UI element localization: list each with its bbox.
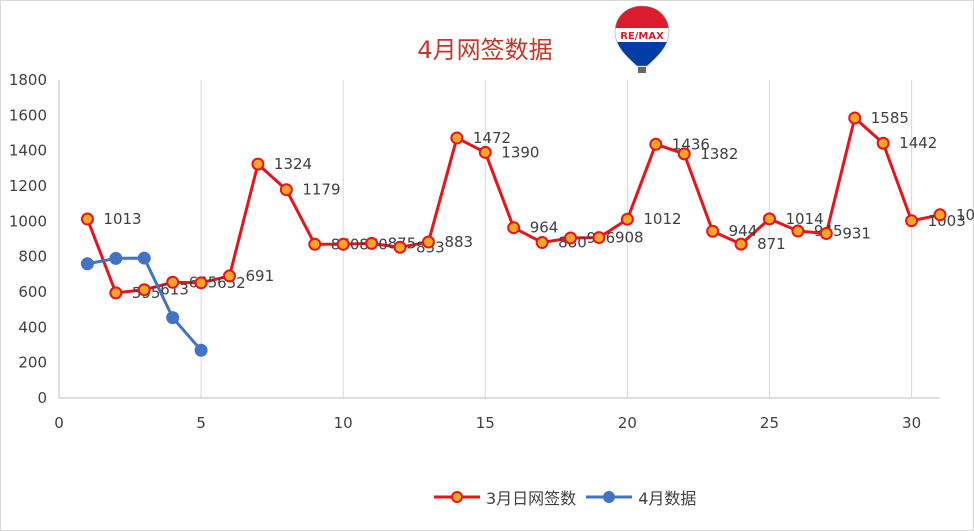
data-label: 1472 bbox=[473, 129, 511, 147]
data-label: 944 bbox=[729, 222, 758, 240]
legend-item-april: 4月数据 bbox=[584, 485, 696, 509]
x-tick-label: 25 bbox=[760, 414, 779, 432]
y-tick-label: 400 bbox=[18, 318, 47, 336]
data-point bbox=[905, 214, 919, 228]
data-point bbox=[393, 240, 407, 254]
data-label: 1382 bbox=[700, 145, 738, 163]
data-point bbox=[848, 111, 862, 125]
y-tick-label: 1400 bbox=[9, 142, 47, 160]
data-point bbox=[762, 212, 776, 226]
legend-label-march: 3月日网签数 bbox=[486, 489, 577, 508]
data-point bbox=[819, 227, 833, 241]
x-tick-label: 20 bbox=[618, 414, 637, 432]
data-point bbox=[734, 237, 748, 251]
data-point bbox=[308, 237, 322, 251]
data-point bbox=[706, 224, 720, 238]
data-label: 1390 bbox=[501, 143, 539, 161]
data-label: 964 bbox=[530, 219, 559, 237]
remax-balloon-logo: RE/MAX bbox=[614, 5, 670, 73]
data-point bbox=[194, 276, 208, 290]
data-point bbox=[677, 147, 691, 161]
data-point bbox=[507, 221, 521, 235]
data-point bbox=[421, 235, 435, 249]
chart-legend: 3月日网签数 4月数据 bbox=[432, 486, 704, 508]
data-point bbox=[166, 311, 180, 325]
data-point bbox=[137, 283, 151, 297]
data-point bbox=[137, 251, 151, 265]
data-label: 691 bbox=[246, 267, 275, 285]
data-point bbox=[109, 286, 123, 300]
data-label: 1179 bbox=[302, 181, 340, 199]
data-point bbox=[194, 343, 208, 357]
data-point bbox=[279, 183, 293, 197]
y-tick-label: 1000 bbox=[9, 212, 47, 230]
data-label: 871 bbox=[757, 235, 786, 253]
y-tick-label: 200 bbox=[18, 354, 47, 372]
data-point bbox=[365, 236, 379, 250]
series-line-1 bbox=[87, 256, 203, 352]
data-point bbox=[649, 137, 663, 151]
chart-title: 4月网签数据 bbox=[417, 36, 553, 64]
x-tick-label: 0 bbox=[54, 414, 64, 432]
data-label: 931 bbox=[842, 225, 871, 243]
data-point bbox=[478, 145, 492, 159]
data-label: 1037 bbox=[956, 206, 974, 224]
y-tick-label: 600 bbox=[18, 283, 47, 301]
data-point bbox=[450, 131, 464, 145]
x-tick-label: 15 bbox=[476, 414, 495, 432]
legend-swatch-april bbox=[586, 491, 633, 503]
data-point bbox=[80, 257, 94, 271]
data-point bbox=[592, 231, 606, 245]
x-tick-label: 5 bbox=[196, 414, 206, 432]
data-point bbox=[336, 237, 350, 251]
data-label: 1442 bbox=[899, 134, 937, 152]
data-point bbox=[251, 157, 265, 171]
legend-item-march: 3月日网签数 bbox=[432, 485, 576, 509]
y-tick-label: 1600 bbox=[9, 106, 47, 124]
data-point bbox=[933, 208, 947, 222]
data-point bbox=[80, 212, 94, 226]
data-point bbox=[564, 231, 578, 245]
data-label: 1012 bbox=[643, 210, 681, 228]
legend-label-april: 4月数据 bbox=[638, 489, 697, 508]
data-label: 1324 bbox=[274, 155, 312, 173]
x-tick-label: 30 bbox=[902, 414, 921, 432]
svg-text:RE/MAX: RE/MAX bbox=[620, 31, 664, 42]
data-point bbox=[791, 224, 805, 238]
data-point bbox=[876, 136, 890, 150]
data-point bbox=[109, 251, 123, 265]
data-point bbox=[620, 212, 634, 226]
data-label: 1013 bbox=[103, 210, 141, 228]
data-point bbox=[223, 269, 237, 283]
data-point bbox=[166, 275, 180, 289]
legend-swatch-march bbox=[434, 491, 480, 503]
x-tick-label: 10 bbox=[334, 414, 353, 432]
y-tick-label: 1200 bbox=[9, 177, 47, 195]
data-label: 1014 bbox=[785, 210, 823, 228]
data-label: 1585 bbox=[871, 109, 909, 127]
data-label: 908 bbox=[615, 229, 644, 247]
data-label: 883 bbox=[444, 233, 473, 251]
y-tick-label: 800 bbox=[18, 248, 47, 266]
y-tick-label: 1800 bbox=[9, 71, 47, 89]
data-point bbox=[535, 236, 549, 250]
y-tick-label: 0 bbox=[37, 389, 47, 407]
